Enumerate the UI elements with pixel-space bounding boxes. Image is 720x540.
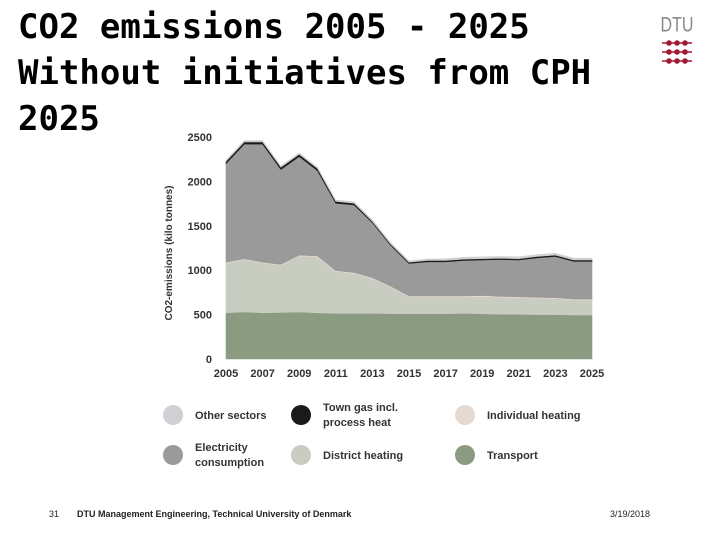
co2-emissions-chart: 0 500 1000 1500 2000 2500 2005 2007 2009 2011 2013…: [163, 132, 604, 469]
dtu-logo-mark-icon: [662, 40, 692, 64]
slide-number: 31: [49, 509, 60, 519]
y-tick-label: 1000: [188, 265, 212, 277]
footer-date: 3/19/2018: [610, 509, 651, 519]
title-line-1: CO2 emissions 2005 - 2025: [18, 7, 530, 47]
y-tick-label: 2000: [188, 176, 212, 188]
x-tick-label: 2005: [214, 368, 238, 380]
x-tick-label: 2025: [580, 368, 604, 380]
dtu-logo: DTU: [660, 14, 694, 66]
legend-label-electricity-consumption: Electricity consumption: [195, 442, 264, 469]
title-line-3: 2025: [18, 99, 100, 139]
legend-marker-district-heating: [291, 445, 311, 465]
slide-title: CO2 emissions 2005 - 2025 Without initia…: [18, 4, 668, 142]
y-tick-label: 2500: [188, 132, 212, 144]
x-tick-label: 2007: [250, 368, 274, 380]
x-tick-label: 2019: [470, 368, 494, 380]
legend-marker-other-sectors: [163, 405, 183, 425]
area-other-sectors: [225, 140, 593, 263]
x-tick-label: 2021: [507, 368, 531, 380]
x-tick-label: 2023: [543, 368, 567, 380]
x-tick-label: 2015: [397, 368, 421, 380]
x-tick-label: 2009: [287, 368, 311, 380]
footer-organization: DTU Management Engineering, Technical Un…: [77, 509, 352, 519]
y-axis-label: CO2-emissions (kilo tonnes): [164, 185, 175, 320]
y-tick-label: 1500: [188, 221, 212, 233]
area-transport: [225, 311, 593, 360]
y-tick-label: 500: [194, 310, 212, 322]
x-tick-label: 2017: [433, 368, 457, 380]
legend-marker-individual-heating: [455, 405, 475, 425]
legend-marker-electricity-consumption: [163, 445, 183, 465]
dtu-logo-text: DTU: [660, 14, 694, 37]
legend-label-transport: Transport: [487, 450, 538, 462]
x-tick-label: 2013: [360, 368, 384, 380]
title-line-2: Without initiatives from CPH: [18, 53, 592, 93]
legend-marker-transport: [455, 445, 475, 465]
legend-label-district-heating: District heating: [323, 450, 403, 462]
legend-label-other-sectors: Other sectors: [195, 410, 267, 422]
legend-label-town-gas-incl-process-heat: Town gas incl. process heat: [323, 402, 398, 429]
legend-marker-town-gas-incl-process-heat: [291, 405, 311, 425]
x-tick-label: 2011: [324, 368, 348, 380]
legend-label-individual-heating: Individual heating: [487, 410, 581, 422]
y-tick-label: 0: [206, 354, 212, 366]
